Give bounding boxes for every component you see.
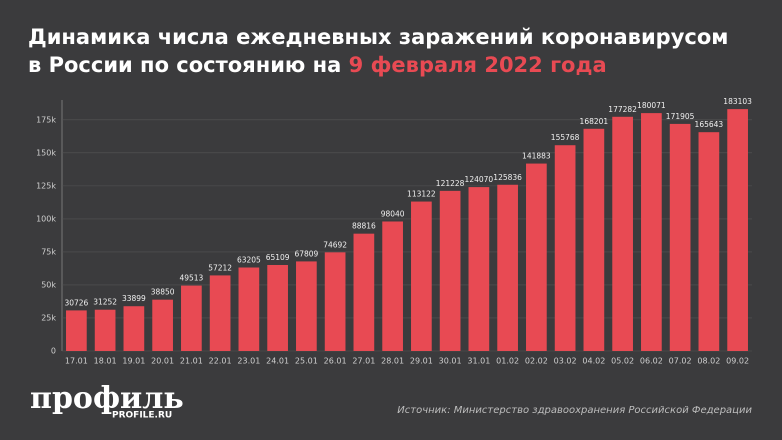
- value-label: 180071: [637, 101, 666, 110]
- title-highlight: 9 февраля 2022 года: [349, 53, 607, 77]
- value-label: 183103: [723, 97, 752, 106]
- bar: [612, 116, 633, 351]
- bar: [526, 163, 547, 351]
- bar: [641, 113, 662, 351]
- y-tick-label: 75k: [41, 247, 56, 256]
- chart-title: в России по состоянию на 9 февраля 2022 …: [28, 53, 607, 77]
- value-label: 113122: [407, 190, 436, 199]
- x-tick-label: 23.01: [237, 357, 260, 366]
- x-tick-label: 02.02: [525, 357, 548, 366]
- title-part: в России по состоянию на: [28, 53, 341, 77]
- value-label: 141883: [522, 152, 551, 161]
- value-label: 98040: [381, 209, 405, 218]
- value-label: 65109: [266, 253, 290, 262]
- logo: профиль: [30, 381, 184, 416]
- value-label: 168201: [580, 117, 609, 126]
- x-tick-label: 27.01: [352, 357, 375, 366]
- bar: [66, 310, 87, 351]
- x-tick-label: 17.01: [65, 357, 88, 366]
- value-label: 177282: [608, 105, 637, 114]
- x-tick-label: 29.01: [410, 357, 433, 366]
- bar: [497, 184, 518, 351]
- bar: [727, 109, 748, 351]
- bar: [324, 252, 346, 351]
- bar: [181, 285, 202, 351]
- value-label: 57212: [208, 263, 232, 272]
- value-label: 124070: [465, 175, 494, 184]
- value-label: 171905: [666, 112, 695, 121]
- bar: [209, 275, 231, 351]
- bar: [353, 233, 375, 351]
- value-label: 125836: [493, 173, 522, 182]
- x-tick-label: 20.01: [151, 357, 174, 366]
- x-tick-label: 06.02: [640, 357, 663, 366]
- bar: [94, 309, 116, 351]
- y-tick-label: 125k: [36, 181, 56, 190]
- bar: [267, 264, 288, 351]
- x-tick-label: 19.01: [122, 357, 145, 366]
- x-tick-label: 04.02: [582, 357, 605, 366]
- value-label: 88816: [352, 222, 376, 231]
- x-tick-label: 05.02: [611, 357, 634, 366]
- value-label: 165643: [695, 120, 724, 129]
- bar: [583, 128, 605, 351]
- x-tick-label: 30.01: [439, 357, 462, 366]
- bar: [238, 267, 260, 351]
- value-label: 49513: [179, 274, 203, 283]
- logo-site: PROFILE.RU: [112, 411, 172, 421]
- bar: [669, 123, 691, 351]
- value-label: 155768: [551, 133, 580, 142]
- x-tick-label: 22.01: [209, 357, 232, 366]
- y-tick-label: 175k: [36, 115, 56, 124]
- value-label: 74692: [323, 240, 347, 249]
- y-tick-label: 50k: [41, 280, 56, 289]
- source: Источник: Министерство здравоохранения Р…: [397, 405, 752, 416]
- value-label: 67809: [294, 249, 318, 258]
- x-tick-label: 24.01: [266, 357, 289, 366]
- y-tick-label: 25k: [41, 313, 56, 322]
- x-tick-label: 21.01: [180, 357, 203, 366]
- bar: [123, 306, 145, 351]
- bar: [698, 132, 720, 351]
- x-tick-label: 08.02: [697, 357, 720, 366]
- x-tick-label: 07.02: [669, 357, 692, 366]
- y-tick-label: 150k: [36, 148, 56, 157]
- bar: [439, 190, 461, 351]
- value-label: 38850: [151, 288, 175, 297]
- bar: [296, 261, 317, 351]
- value-label: 31252: [93, 298, 117, 307]
- bar: [554, 145, 576, 351]
- y-tick-label: 100k: [36, 214, 56, 223]
- value-label: 63205: [237, 256, 261, 265]
- x-tick-label: 25.01: [295, 357, 318, 366]
- value-label: 121228: [436, 179, 465, 188]
- y-tick-label: 0: [51, 347, 56, 356]
- bar: [468, 187, 490, 351]
- bar: [152, 299, 173, 351]
- bar: [382, 221, 403, 351]
- x-tick-label: 09.02: [726, 357, 749, 366]
- x-tick-label: 28.01: [381, 357, 404, 366]
- x-tick-label: 31.01: [467, 357, 490, 366]
- value-label: 30726: [64, 298, 88, 307]
- bar: [411, 201, 432, 351]
- chart-title: Динамика числа ежедневных заражений коро…: [28, 25, 728, 49]
- x-tick-label: 26.01: [324, 357, 347, 366]
- value-label: 33899: [122, 294, 146, 303]
- x-tick-label: 18.01: [94, 357, 117, 366]
- x-tick-label: 01.02: [496, 357, 519, 366]
- x-tick-label: 03.02: [554, 357, 577, 366]
